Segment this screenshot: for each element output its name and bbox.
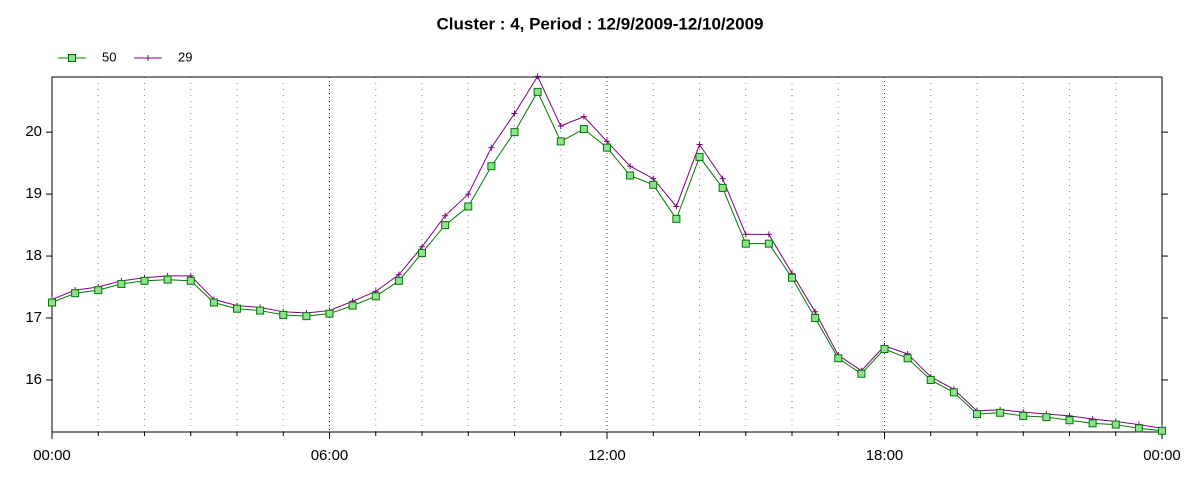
marker bbox=[673, 203, 680, 210]
x-tick-label: 18:00 bbox=[866, 447, 904, 464]
marker bbox=[626, 171, 635, 180]
marker bbox=[627, 163, 634, 170]
marker bbox=[765, 231, 772, 238]
x-tick-label: 00:00 bbox=[33, 447, 71, 464]
marker bbox=[1111, 420, 1120, 429]
marker bbox=[834, 354, 843, 363]
marker bbox=[718, 183, 727, 192]
marker bbox=[556, 137, 565, 146]
marker bbox=[395, 271, 402, 278]
marker bbox=[603, 143, 611, 152]
marker bbox=[672, 214, 681, 223]
marker bbox=[1042, 413, 1051, 422]
series bbox=[48, 87, 1166, 435]
y-tick-label: 17 bbox=[25, 309, 42, 326]
marker bbox=[1019, 411, 1028, 420]
marker bbox=[371, 292, 380, 301]
marker bbox=[1065, 416, 1074, 425]
marker bbox=[811, 314, 820, 323]
marker bbox=[418, 248, 426, 257]
marker bbox=[903, 354, 912, 363]
marker bbox=[742, 231, 749, 238]
marker bbox=[580, 113, 587, 120]
marker bbox=[233, 304, 241, 313]
marker bbox=[256, 306, 265, 315]
marker bbox=[949, 388, 958, 397]
marker bbox=[394, 276, 403, 285]
marker bbox=[117, 279, 126, 288]
legend-marker bbox=[68, 54, 76, 62]
chart-title: Cluster : 4, Period : 12/9/2009-12/10/20… bbox=[437, 14, 764, 33]
marker bbox=[94, 286, 103, 295]
marker bbox=[1158, 426, 1166, 435]
marker bbox=[279, 310, 288, 319]
marker bbox=[764, 239, 773, 248]
x-tick-label: 12:00 bbox=[588, 447, 626, 464]
legend-label: 50 bbox=[102, 49, 116, 64]
marker bbox=[186, 276, 195, 285]
marker bbox=[441, 221, 450, 230]
marker bbox=[741, 239, 750, 248]
marker bbox=[579, 125, 588, 134]
x-tick-label: 06:00 bbox=[311, 447, 349, 464]
marker bbox=[464, 202, 473, 211]
plot-frame bbox=[51, 76, 1163, 433]
marker bbox=[557, 122, 564, 129]
marker bbox=[649, 180, 658, 189]
marker bbox=[534, 73, 541, 80]
x-tick-label: 00:00 bbox=[1143, 447, 1181, 464]
marker bbox=[442, 212, 449, 219]
marker bbox=[488, 144, 495, 151]
legend: 50 29 bbox=[58, 49, 192, 64]
y-tick-label: 20 bbox=[25, 123, 42, 140]
marker bbox=[209, 298, 218, 307]
marker bbox=[465, 191, 472, 198]
marker bbox=[996, 408, 1005, 417]
y-tick-label: 16 bbox=[25, 371, 42, 388]
legend-marker bbox=[145, 55, 151, 61]
marker bbox=[71, 289, 80, 298]
marker bbox=[1088, 419, 1097, 428]
y-tick-label: 19 bbox=[25, 185, 42, 202]
marker bbox=[48, 298, 56, 307]
marker bbox=[695, 152, 704, 161]
marker bbox=[163, 275, 172, 284]
marker bbox=[510, 128, 519, 137]
marker bbox=[348, 301, 357, 310]
marker bbox=[1134, 424, 1143, 433]
marker bbox=[487, 162, 496, 171]
marker bbox=[812, 308, 819, 315]
marker bbox=[419, 243, 425, 250]
marker bbox=[533, 87, 542, 96]
marker bbox=[973, 410, 981, 419]
marker bbox=[140, 276, 149, 285]
marker bbox=[696, 141, 703, 148]
marker bbox=[719, 175, 726, 182]
legend-label: 29 bbox=[178, 49, 192, 64]
marker bbox=[926, 375, 935, 384]
marker bbox=[325, 309, 334, 318]
marker bbox=[302, 312, 311, 321]
marker bbox=[604, 138, 610, 145]
marker bbox=[857, 369, 866, 378]
marker bbox=[511, 110, 518, 117]
marker bbox=[788, 273, 796, 282]
marker bbox=[650, 175, 657, 182]
y-tick-label: 18 bbox=[25, 247, 42, 264]
marker bbox=[880, 344, 889, 353]
